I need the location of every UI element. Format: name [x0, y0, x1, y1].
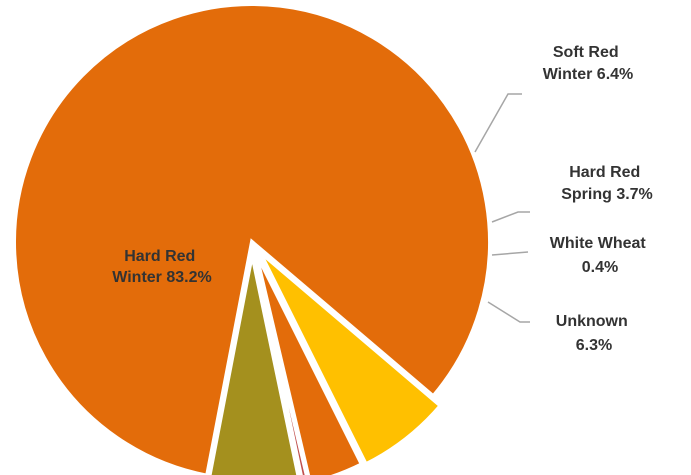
label-white-wheat-line1: White Wheat	[550, 235, 647, 252]
label-hard-red-spring: Hard Red Spring 3.7%	[561, 164, 653, 203]
slice-hard-red-winter	[12, 2, 492, 475]
label-hard-red-winter: Hard Red Winter 83.2%	[112, 248, 211, 286]
label-white-wheat: White Wheat 0.4%	[550, 235, 650, 276]
slice-hard-red-spring	[253, 250, 365, 475]
label-hard-red-winter-line1: Hard Red	[124, 248, 195, 265]
leader-unknown	[487, 301, 530, 323]
label-soft-red-winter: Soft Red Winter 6.4%	[543, 44, 634, 83]
leader-white-wheat	[491, 251, 529, 256]
leader-hard-red-spring	[491, 211, 530, 223]
leader-lines	[474, 93, 530, 323]
slice-white-wheat	[252, 251, 309, 475]
leader-soft-red-winter	[474, 93, 522, 153]
label-soft-red-winter-line1: Soft Red	[553, 44, 619, 61]
label-white-wheat-line2: 0.4%	[582, 259, 618, 276]
label-unknown-line2: 6.3%	[576, 337, 612, 354]
label-unknown: Unknown 6.3%	[556, 313, 632, 354]
slice-unknown	[207, 253, 301, 475]
label-hard-red-winter-line2: Winter 83.2%	[112, 269, 211, 286]
pie-slices	[12, 2, 492, 475]
label-hard-red-spring-line2: Spring 3.7%	[561, 186, 653, 203]
slice-soft-red-winter	[257, 249, 444, 468]
label-unknown-line1: Unknown	[556, 313, 628, 330]
label-soft-red-winter-line2: Winter 6.4%	[543, 66, 634, 83]
label-hard-red-spring-line1: Hard Red	[569, 164, 640, 181]
